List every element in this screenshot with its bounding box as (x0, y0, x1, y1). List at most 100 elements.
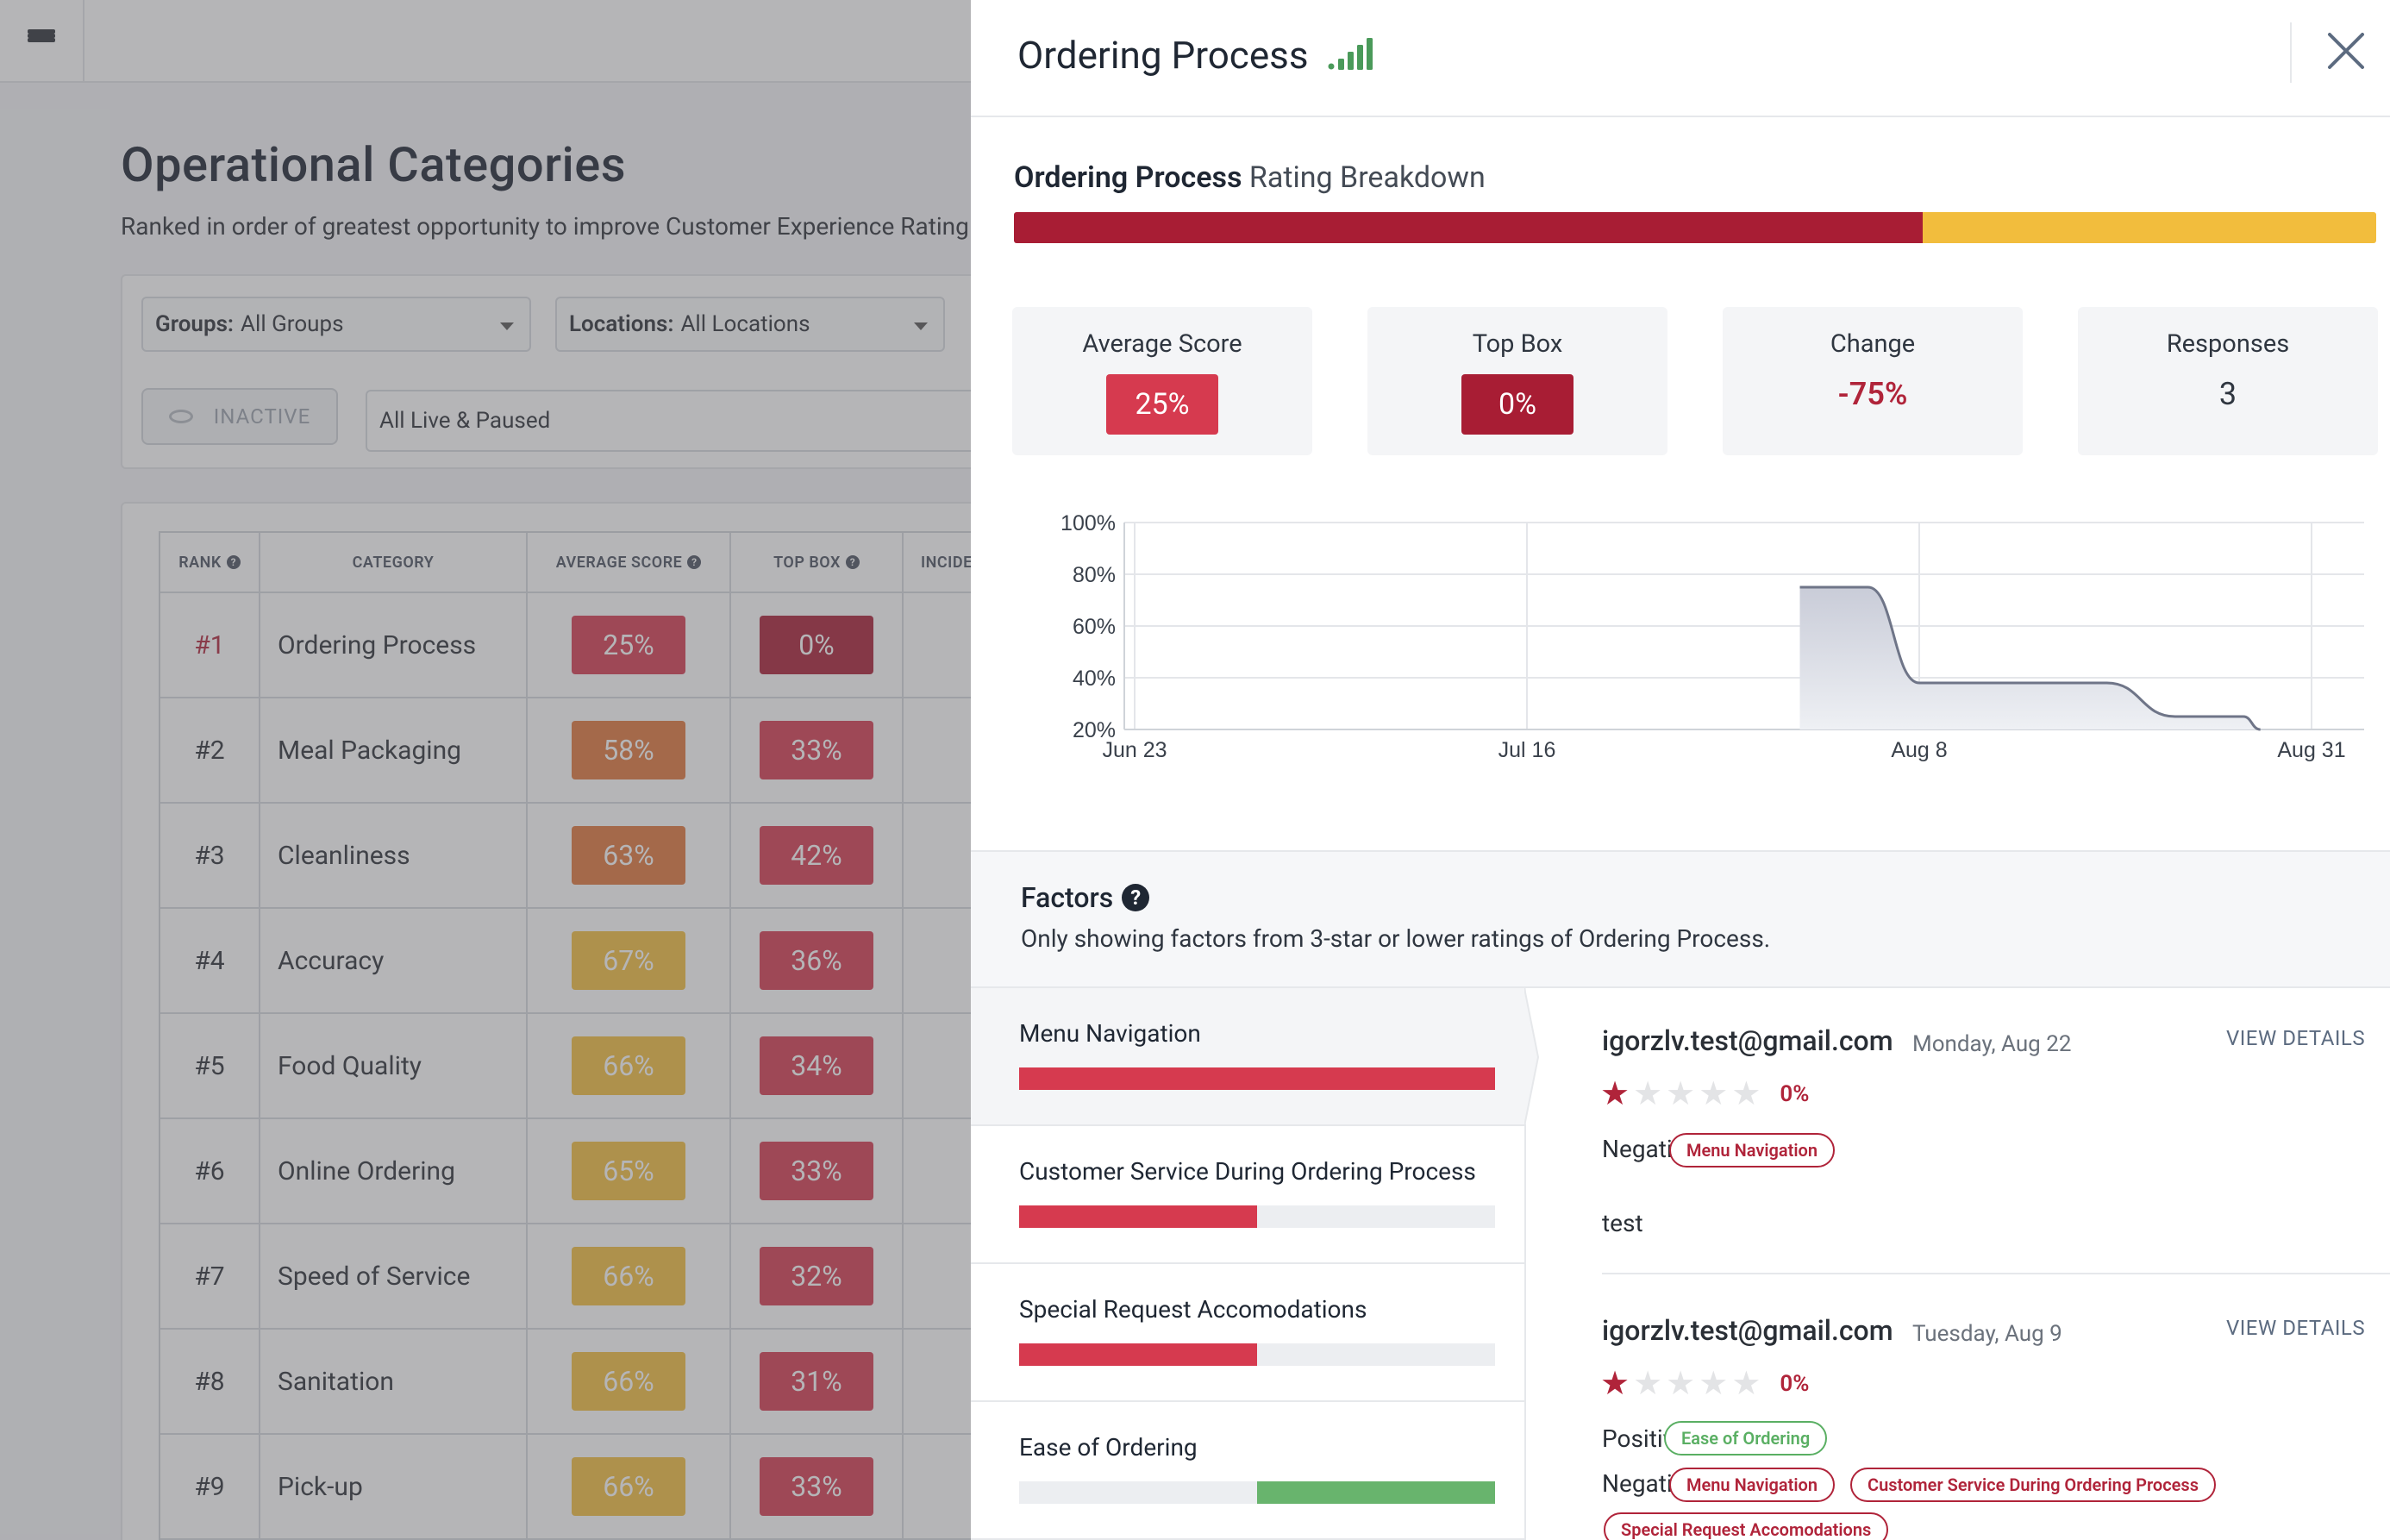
category-name[interactable]: Sanitation (278, 1366, 394, 1397)
star-icon: ★ (1699, 1075, 1729, 1113)
view-details-link[interactable]: VIEW DETAILS (2226, 1026, 2366, 1050)
question-circle-icon[interactable]: ? (1122, 884, 1150, 911)
help-icon[interactable]: ? (845, 555, 860, 569)
factors-header: Factors ? Only showing factors from 3-st… (971, 850, 2390, 988)
y-tick-label: 60% (1073, 615, 1116, 639)
review-list: igorzlv.test@gmail.com Monday, Aug 22 VIEW… (1550, 988, 2390, 1540)
table-row[interactable]: #4 Accuracy 67% 36% (160, 909, 1193, 1014)
help-icon[interactable]: ? (226, 555, 241, 569)
negative-tag[interactable]: Menu Navigation (1669, 1133, 1836, 1168)
active-factor-arrow (1524, 988, 1540, 1126)
table-row[interactable]: #8 Sanitation 66% 31% (160, 1330, 1193, 1435)
category-detail-panel: Ordering Process Ordering Process Rating… (971, 0, 2390, 1540)
table-row[interactable]: #5 Food Quality 66% 34% (160, 1014, 1193, 1119)
view-details-link[interactable]: VIEW DETAILS (2226, 1316, 2366, 1340)
negative-tag[interactable]: Customer Service During Ordering Process (1850, 1468, 2216, 1502)
category-name[interactable]: Online Ordering (278, 1155, 455, 1186)
category-name[interactable]: Ordering Process (278, 629, 477, 660)
menu-button[interactable] (0, 0, 84, 81)
series-line (1799, 585, 2261, 731)
category-cell: Pick-up (260, 1435, 528, 1538)
category-header[interactable]: CATEGORY (260, 533, 528, 592)
breakdown-segment (1922, 212, 2376, 243)
positive-tag[interactable]: Ease of Ordering (1664, 1421, 1828, 1455)
negative-tag[interactable]: Menu Navigation (1669, 1468, 1836, 1502)
category-name[interactable]: Meal Packaging (278, 735, 462, 766)
category-name[interactable]: Cleanliness (278, 840, 410, 871)
score-trend-chart: 100% 80% 60% 40% 20%Jun 23 Jul 16 Aug 8 Aug 31 (1060, 511, 2364, 762)
average-score-badge: 65% (572, 1142, 685, 1200)
rank-value: #7 (194, 1261, 225, 1292)
stat-label: Responses (2166, 329, 2290, 359)
table-header-row: RANK? CATEGORY AVERAGE SCORE? TOP BOX? I… (160, 533, 1193, 593)
inactive-toggle-button[interactable]: INACTIVE (141, 388, 338, 445)
star-rating: ★ ★ ★ ★ ★ 0% (1600, 1078, 1809, 1111)
star-icon: ★ (1699, 1365, 1729, 1403)
factors-description: Only showing factors from 3-star or lowe… (1021, 924, 1771, 953)
locations-value: All Locations (680, 311, 810, 337)
help-icon[interactable]: ? (687, 555, 702, 569)
table-row[interactable]: #7 Speed of Service 66% 32% (160, 1224, 1193, 1330)
y-tick-label: 100% (1060, 511, 1116, 535)
rank-value: #8 (194, 1366, 225, 1397)
stat-card: Top Box 0% (1367, 307, 1667, 455)
average-score-badge: 66% (572, 1247, 685, 1305)
close-icon[interactable] (2321, 26, 2371, 76)
table-row[interactable]: #2 Meal Packaging 58% 33% (160, 698, 1193, 804)
category-cell: Sanitation (260, 1330, 528, 1433)
review-date: Tuesday, Aug 9 (1912, 1321, 2062, 1347)
hamburger-icon (28, 29, 55, 52)
factor-item[interactable]: Special Request Accomodations (971, 1264, 1526, 1402)
top-box-cell: 42% (731, 804, 904, 907)
factor-bar-negative (1019, 1205, 1257, 1228)
rank-cell: #7 (160, 1224, 260, 1328)
breakdown-title-bold: Ordering Process (1014, 160, 1242, 195)
review-comment: test (1602, 1209, 1643, 1237)
rank-value: #4 (194, 945, 225, 976)
factor-label: Special Request Accomodations (1019, 1295, 1367, 1324)
average-score-cell: 66% (528, 1330, 731, 1433)
negative-tag[interactable]: Special Request Accomodations (1604, 1512, 1889, 1540)
page-title: Operational Categories (121, 136, 627, 193)
top-box-cell: 36% (731, 909, 904, 1012)
category-name[interactable]: Speed of Service (278, 1261, 471, 1292)
star-icon: ★ (1666, 1075, 1696, 1113)
locations-dropdown[interactable]: Locations: All Locations (555, 297, 945, 352)
factor-item[interactable]: Menu Navigation (971, 988, 1526, 1126)
top-box-badge: 33% (760, 1457, 873, 1516)
average-score-header[interactable]: AVERAGE SCORE? (528, 533, 731, 592)
factor-bar-spacer (1019, 1481, 1257, 1504)
rank-cell: #1 (160, 593, 260, 697)
top-box-badge: 32% (760, 1247, 873, 1305)
chevron-down-icon (914, 322, 928, 330)
stat-card: Responses 3 (2078, 307, 2378, 455)
groups-dropdown[interactable]: Groups: All Groups (141, 297, 531, 352)
factors-title: Factors ? (1021, 881, 1150, 914)
rank-cell: #9 (160, 1435, 260, 1538)
category-name[interactable]: Food Quality (278, 1050, 422, 1081)
inactive-label: INACTIVE (213, 404, 311, 429)
factor-item[interactable]: Customer Service During Ordering Process (971, 1126, 1526, 1264)
modal-overlay[interactable] (0, 0, 971, 1540)
rank-value: #9 (194, 1471, 225, 1502)
table-row[interactable]: #1 Ordering Process 25% 0% (160, 593, 1193, 698)
factor-item[interactable]: Ease of Ordering (971, 1402, 1526, 1540)
category-name[interactable]: Accuracy (278, 945, 385, 976)
top-box-cell: 31% (731, 1330, 904, 1433)
reviewer-email: igorzlv.test@gmail.com (1602, 1024, 1893, 1057)
table-row[interactable]: #3 Cleanliness 63% 42% (160, 804, 1193, 909)
table-row[interactable]: #6 Online Ordering 65% 33% (160, 1119, 1193, 1224)
chevron-down-icon (500, 322, 514, 330)
eye-slash-icon (168, 410, 193, 423)
factor-bar-positive (1257, 1481, 1495, 1504)
star-icon: ★ (1633, 1365, 1663, 1403)
average-score-cell: 66% (528, 1014, 731, 1117)
rank-header[interactable]: RANK? (160, 533, 260, 592)
star-rating: ★ ★ ★ ★ ★ 0% (1600, 1368, 1809, 1400)
category-name[interactable]: Pick-up (278, 1471, 363, 1502)
header-divider (2290, 22, 2292, 83)
category-cell: Food Quality (260, 1014, 528, 1117)
top-box-header[interactable]: TOP BOX? (731, 533, 904, 592)
category-cell: Online Ordering (260, 1119, 528, 1223)
table-row[interactable]: #9 Pick-up 66% 33% (160, 1435, 1193, 1540)
